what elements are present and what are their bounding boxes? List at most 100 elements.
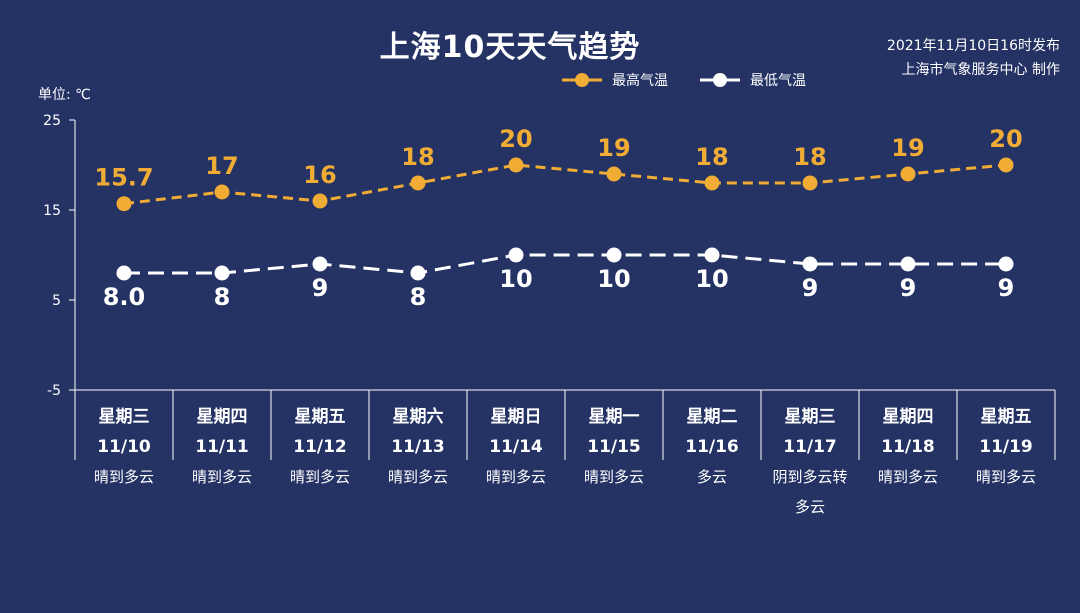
low-data-label: 8.0: [103, 283, 146, 311]
legend-item-high[interactable]: 最高气温: [560, 70, 668, 90]
category-weekday: 星期四: [883, 407, 934, 427]
category-weather: 晴到多云: [388, 468, 448, 486]
high-data-label: 19: [891, 134, 924, 162]
category-weather: 晴到多云: [584, 468, 644, 486]
publish-time: 2021年11月10日16时发布: [886, 38, 1060, 54]
chart-title: 上海10天天气趋势: [379, 30, 641, 65]
category-weekday: 星期三: [99, 407, 150, 427]
category-date: 11/11: [195, 437, 249, 457]
weather-line: 晴到多云: [584, 468, 644, 486]
y-tick-label: -5: [47, 383, 61, 399]
category-date: 11/14: [489, 437, 543, 457]
category-weather: 晴到多云: [94, 468, 154, 486]
legend-low-marker-icon: [700, 73, 740, 87]
low-point: [900, 256, 916, 272]
y-tick-label: 15: [43, 203, 61, 219]
low-point: [410, 265, 426, 281]
legend-low-label: 最低气温: [750, 73, 806, 89]
publisher: 上海市气象服务中心 制作: [901, 62, 1060, 78]
high-point: [900, 166, 916, 182]
high-data-label: 18: [793, 143, 826, 171]
high-data-label: 18: [401, 143, 434, 171]
weather-line: 阴到多云转: [772, 468, 847, 486]
category-weather: 晴到多云: [976, 468, 1036, 486]
low-data-label: 8: [410, 283, 427, 311]
low-data-label: 9: [900, 274, 917, 302]
y-tick-label: 5: [52, 293, 61, 309]
category-date: 11/12: [293, 437, 347, 457]
category-date: 11/16: [685, 437, 739, 457]
category-weather: 晴到多云: [486, 468, 546, 486]
weather-line: 晴到多云: [976, 468, 1036, 486]
low-data-label: 10: [499, 265, 532, 293]
weather-line: 晴到多云: [94, 468, 154, 486]
low-point: [312, 256, 328, 272]
weather-line: 晴到多云: [290, 468, 350, 486]
category-weather: 晴到多云: [878, 468, 938, 486]
low-point: [802, 256, 818, 272]
high-data-label: 15.7: [94, 164, 153, 192]
low-point: [214, 265, 230, 281]
category-date: 11/15: [587, 437, 641, 457]
high-point: [802, 175, 818, 191]
publish-info: 2021年11月10日16时发布 上海市气象服务中心 制作: [887, 34, 1060, 82]
high-point: [998, 157, 1014, 173]
low-data-label: 9: [312, 274, 329, 302]
category-weekday: 星期五: [981, 407, 1032, 427]
series-line-low: [124, 253, 1006, 275]
weather-line: 多云: [697, 468, 727, 486]
category-date: 11/10: [97, 437, 151, 457]
category-weekday: 星期六: [393, 406, 444, 427]
low-point: [704, 247, 720, 263]
low-data-label: 9: [802, 274, 819, 302]
category-weekday: 星期四: [197, 407, 248, 427]
category-weekday: 星期日: [491, 407, 542, 427]
low-data-label: 10: [695, 265, 728, 293]
low-data-label: 10: [597, 265, 630, 293]
category-weather: 阴到多云转多云: [772, 468, 847, 516]
category-weather: 多云: [697, 468, 727, 486]
y-tick-label: 25: [43, 113, 61, 129]
weather-line: 晴到多云: [388, 468, 448, 486]
high-data-label: 16: [303, 161, 336, 189]
high-point: [704, 175, 720, 191]
high-data-label: 17: [205, 152, 238, 180]
category-weather: 晴到多云: [290, 468, 350, 486]
legend-high-label: 最高气温: [612, 73, 668, 89]
legend-item-low[interactable]: 最低气温: [698, 70, 806, 90]
high-data-label: 19: [597, 134, 630, 162]
series-line-high: [123, 163, 1007, 206]
high-data-label: 18: [695, 143, 728, 171]
category-date: 11/17: [783, 437, 837, 457]
weather-line: 晴到多云: [878, 468, 938, 486]
low-data-label: 8: [214, 283, 231, 311]
low-point: [508, 247, 524, 263]
high-point: [410, 175, 426, 191]
category-weather: 晴到多云: [192, 468, 252, 486]
legend-high-marker-icon: [562, 73, 602, 87]
high-point: [606, 166, 622, 182]
category-date: 11/19: [979, 437, 1033, 457]
unit-label: 单位: ℃: [38, 87, 91, 103]
category-date: 11/18: [881, 437, 935, 457]
category-weekday: 星期三: [785, 407, 836, 427]
high-point: [312, 193, 328, 209]
high-point: [214, 184, 230, 200]
high-point: [508, 157, 524, 173]
low-point: [998, 256, 1014, 272]
category-weekday: 星期一: [589, 407, 640, 427]
category-weekday: 星期五: [295, 407, 346, 427]
low-point: [606, 247, 622, 263]
high-data-label: 20: [989, 125, 1022, 153]
legend: 最高气温 最低气温: [560, 70, 836, 90]
weather-line: 晴到多云: [486, 468, 546, 486]
category-date: 11/13: [391, 437, 445, 457]
high-data-label: 20: [499, 125, 532, 153]
weather-line: 晴到多云: [192, 468, 252, 486]
low-point: [116, 265, 132, 281]
high-point: [116, 196, 132, 212]
low-data-label: 9: [998, 274, 1015, 302]
category-weekday: 星期二: [687, 407, 738, 427]
weather-line: 多云: [795, 498, 825, 516]
